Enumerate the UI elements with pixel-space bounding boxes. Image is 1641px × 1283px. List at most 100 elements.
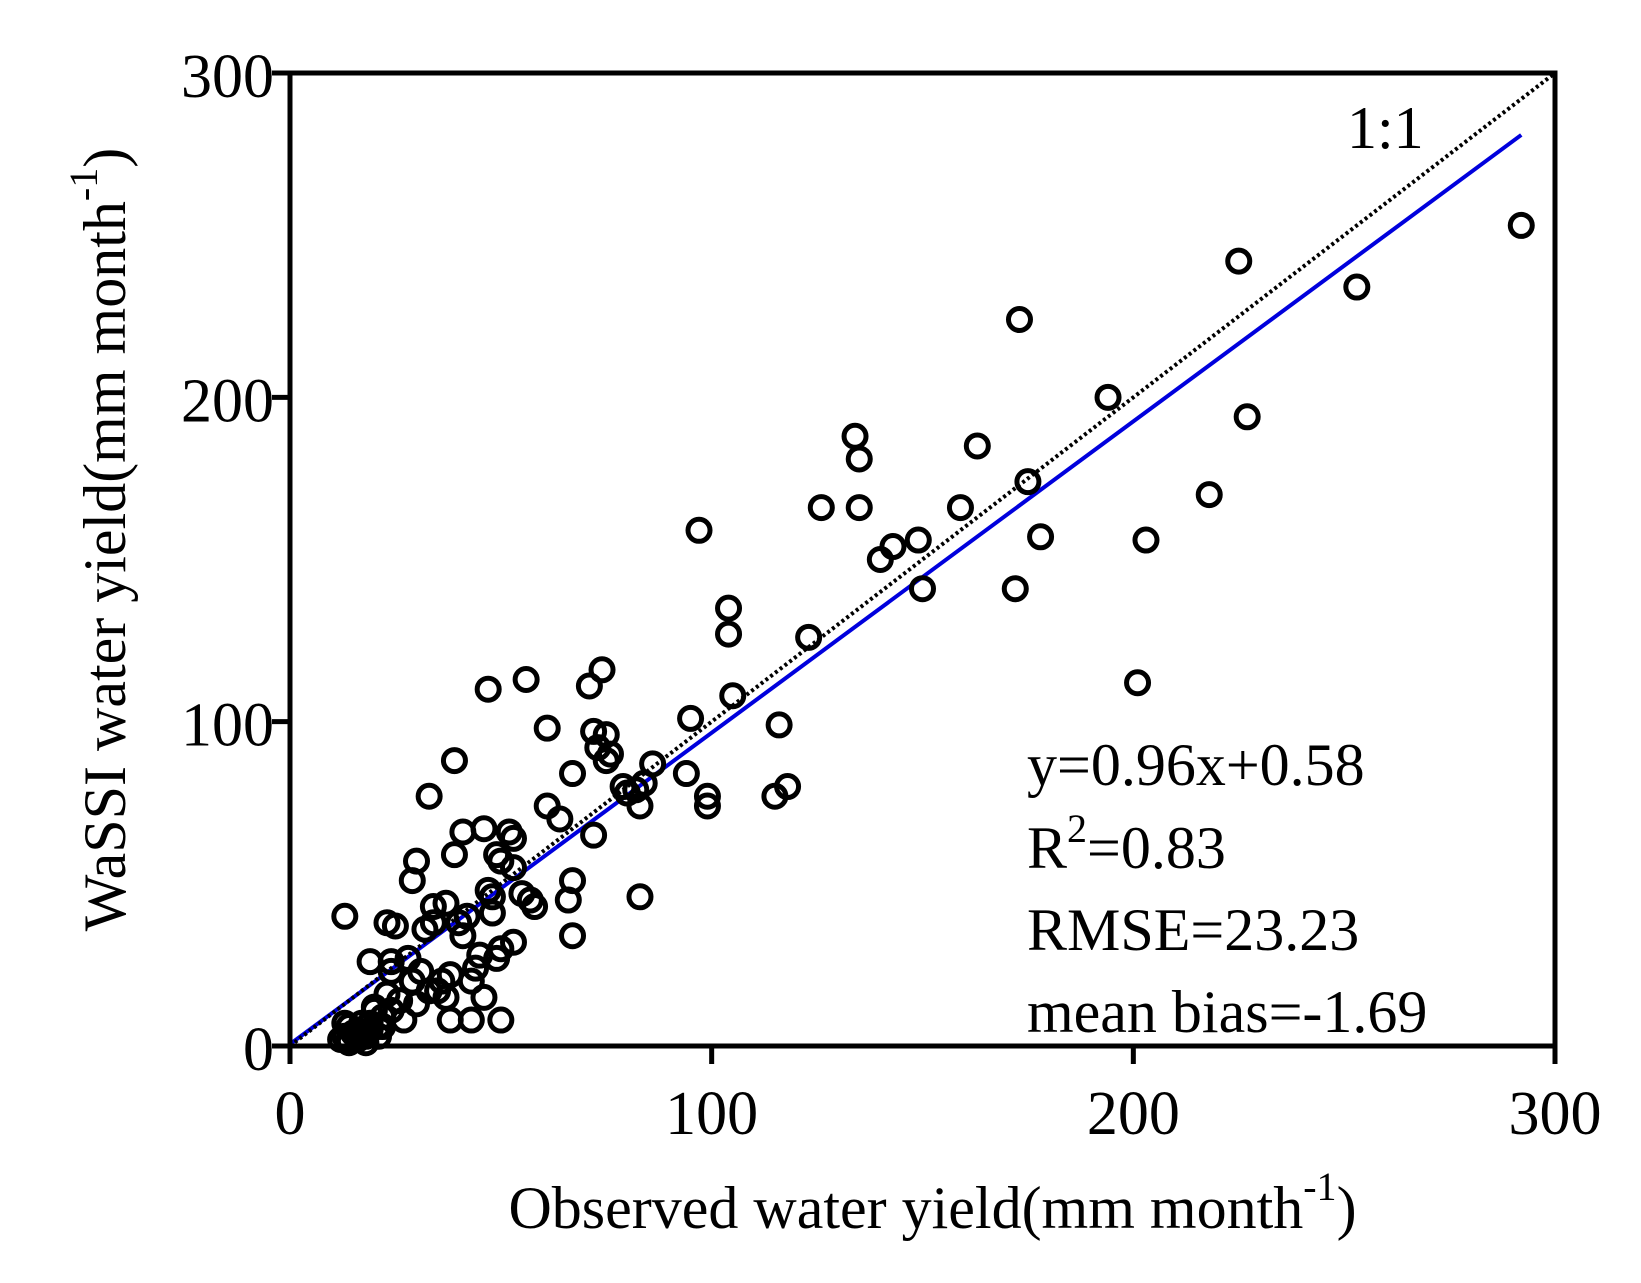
data-point [1014,468,1042,496]
data-point [584,734,612,762]
data-point [946,494,974,522]
data-point [432,889,460,917]
data-point [1225,247,1253,275]
fit-equation: y=0.96x+0.58 [1027,732,1365,798]
data-point [466,941,494,969]
one-to-one-label: 1:1 [1347,95,1424,161]
data-point [533,792,561,820]
data-point [419,893,447,921]
data-point [765,711,793,739]
data-point [807,494,835,522]
r-squared-superscript: 2 [1067,806,1087,851]
one-to-one-line [288,71,1557,1048]
data-point [715,594,743,622]
data-point [845,494,873,522]
plot-frame [287,70,1558,1049]
data-point [672,760,700,788]
data-point [356,948,384,976]
data-point [470,983,498,1011]
plot-layer [288,71,1557,1057]
data-point [1233,403,1261,431]
x-tick-label: 300 [1509,1080,1602,1148]
r-squared-value: =0.83 [1087,815,1226,881]
data-point [1343,273,1371,301]
data-point [879,533,907,561]
data-point [1094,383,1122,411]
mean-bias-value: mean bias=-1.69 [1027,979,1427,1045]
data-point [424,977,452,1005]
data-point [449,818,477,846]
data-point [331,902,359,930]
data-point [963,432,991,460]
data-point [1132,526,1160,554]
y-axis-title: WaSSI water yield(mm month-1) [61,148,138,931]
data-point [1027,523,1055,551]
rmse-value: RMSE=23.23 [1027,897,1359,963]
data-point [508,880,536,908]
y-tick-label: 200 [181,367,274,435]
data-point [715,620,743,648]
data-point [533,714,561,742]
data-point [845,445,873,473]
y-tick-label: 100 [181,692,274,760]
y-axis-title-text: WaSSI water yield(mm month [72,201,138,931]
y-axis-title-close: ) [72,148,138,168]
data-point [559,760,587,788]
data-point [866,546,894,573]
data-point [1507,211,1535,239]
fit-line [288,133,1523,1046]
data-point [398,867,426,895]
data-point [677,704,705,732]
x-tick-label: 200 [1087,1080,1180,1148]
r-squared: R2=0.83 [1027,806,1226,881]
data-point [411,915,439,943]
data-point [685,516,713,544]
x-axis-title-superscript: -1 [1303,1164,1336,1209]
x-axis-title: Observed water yield(mm month-1) [508,1164,1356,1241]
data-point [440,747,468,775]
x-tick-label: 0 [275,1080,306,1148]
data-point [761,782,789,810]
data-point [394,944,422,972]
data-point [1195,481,1223,509]
data-point [1001,575,1029,603]
data-point [909,575,936,603]
data-point [415,782,443,810]
axes-layer: 0 100 200 300 0 100 200 300 [181,43,1602,1148]
data-point [474,675,502,703]
data-point [546,805,574,833]
data-point [327,1026,355,1054]
data-point [626,883,654,911]
data-point [495,818,523,846]
data-point [719,682,747,710]
data-point [1124,669,1152,697]
data-point [487,1006,515,1034]
data-point [795,623,823,651]
data-point [609,773,637,801]
data-point [693,792,721,820]
x-axis-title-text: Observed water yield(mm month [508,1175,1303,1241]
data-point [580,717,608,745]
data-point [580,821,608,849]
x-tick-label: 100 [665,1080,758,1148]
data-point [483,944,511,972]
data-point [512,666,540,694]
data-point [462,954,490,982]
data-point [1005,305,1033,333]
data-point [575,672,603,700]
data-point [559,922,587,950]
y-axis-title-superscript: -1 [61,168,106,201]
y-tick-label: 0 [243,1016,274,1084]
data-point [904,526,932,554]
data-point [693,782,721,810]
data-point [554,886,582,914]
data-point [470,815,498,843]
r-squared-prefix: R [1027,815,1067,881]
x-axis-title-close: ) [1337,1175,1357,1241]
data-point [331,1009,359,1037]
data-point [440,841,468,869]
data-point [483,841,511,869]
y-tick-label: 300 [181,43,274,111]
